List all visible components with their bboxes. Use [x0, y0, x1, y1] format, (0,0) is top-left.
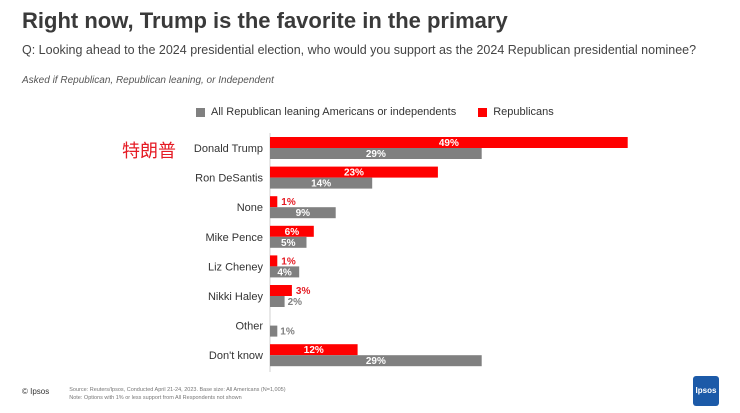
- data-label-all: 29%: [366, 356, 386, 367]
- bar-all-republican-leaning: [270, 236, 307, 248]
- bar-republicans: [270, 285, 292, 296]
- bar-republicans: [270, 166, 438, 178]
- bar-republicans: [270, 344, 358, 356]
- legend-label-all: All Republican leaning Americans or inde…: [211, 106, 457, 118]
- data-label-all: 9%: [296, 208, 311, 219]
- bar-all-republican-leaning: [270, 325, 278, 337]
- chart-title: Right now, Trump is the favorite in the …: [22, 8, 508, 33]
- legend-swatch-all: [196, 107, 205, 117]
- category-label: Liz Cheney: [208, 261, 264, 273]
- data-label-republicans: 49%: [439, 138, 459, 149]
- bar-all-republican-leaning: [270, 266, 300, 278]
- data-label-all: 29%: [366, 149, 386, 160]
- category-label: Donald Trump: [194, 143, 263, 155]
- data-label-republicans: 12%: [304, 345, 324, 356]
- data-label-republicans: 3%: [296, 286, 311, 297]
- footnote-text: Note: Options with 1% or less support fr…: [69, 395, 242, 401]
- ipsos-logo: Ipsos: [693, 376, 719, 406]
- data-label-all: 14%: [311, 179, 331, 190]
- source-note: Source: Reuters/Ipsos, Conducted April 2…: [69, 386, 285, 402]
- bar-all-republican-leaning: [270, 148, 482, 159]
- bar-all-republican-leaning: [270, 355, 482, 367]
- category-label: Nikki Haley: [208, 291, 264, 303]
- footer: © Ipsos Source: Reuters/Ipsos, Conducted…: [22, 386, 286, 402]
- category-label: Ron DeSantis: [195, 173, 263, 185]
- bar-republicans: [270, 255, 278, 267]
- data-label-all: 5%: [281, 238, 296, 249]
- bar-all-republican-leaning: [270, 296, 285, 307]
- legend-swatch-republicans: [478, 107, 488, 117]
- bar-republicans: [270, 137, 628, 148]
- handwritten-annotation: 特朗普: [122, 141, 176, 162]
- data-label-all: 1%: [280, 327, 295, 338]
- legend: All Republican leaning Americans or inde…: [196, 106, 576, 118]
- legend-item-republicans: Republicans: [478, 106, 554, 118]
- legend-label-republicans: Republicans: [493, 106, 554, 118]
- data-label-republicans: 6%: [285, 227, 300, 238]
- bar-republicans: [270, 225, 314, 237]
- legend-item-all: All Republican leaning Americans or inde…: [196, 106, 456, 118]
- category-label: Other: [235, 321, 263, 333]
- question-text: Q: Looking ahead to the 2024 presidentia…: [22, 43, 697, 57]
- source-text: Source: Reuters/Ipsos, Conducted April 2…: [69, 387, 286, 393]
- data-label-republicans: 1%: [281, 197, 296, 208]
- data-label-republicans: 1%: [281, 256, 296, 267]
- category-label: Mike Pence: [206, 232, 263, 244]
- bar-republicans: [270, 196, 278, 208]
- bar-all-republican-leaning: [270, 207, 336, 219]
- bar-all-republican-leaning: [270, 177, 373, 189]
- data-label-all: 4%: [277, 267, 292, 278]
- copyright-text: © Ipsos: [22, 387, 50, 396]
- category-label: Don't know: [209, 350, 263, 362]
- data-label-republicans: 23%: [344, 168, 364, 179]
- category-label: None: [237, 202, 263, 214]
- data-label-all: 2%: [288, 297, 303, 308]
- subtitle-note: Asked if Republican, Republican leaning,…: [22, 75, 274, 86]
